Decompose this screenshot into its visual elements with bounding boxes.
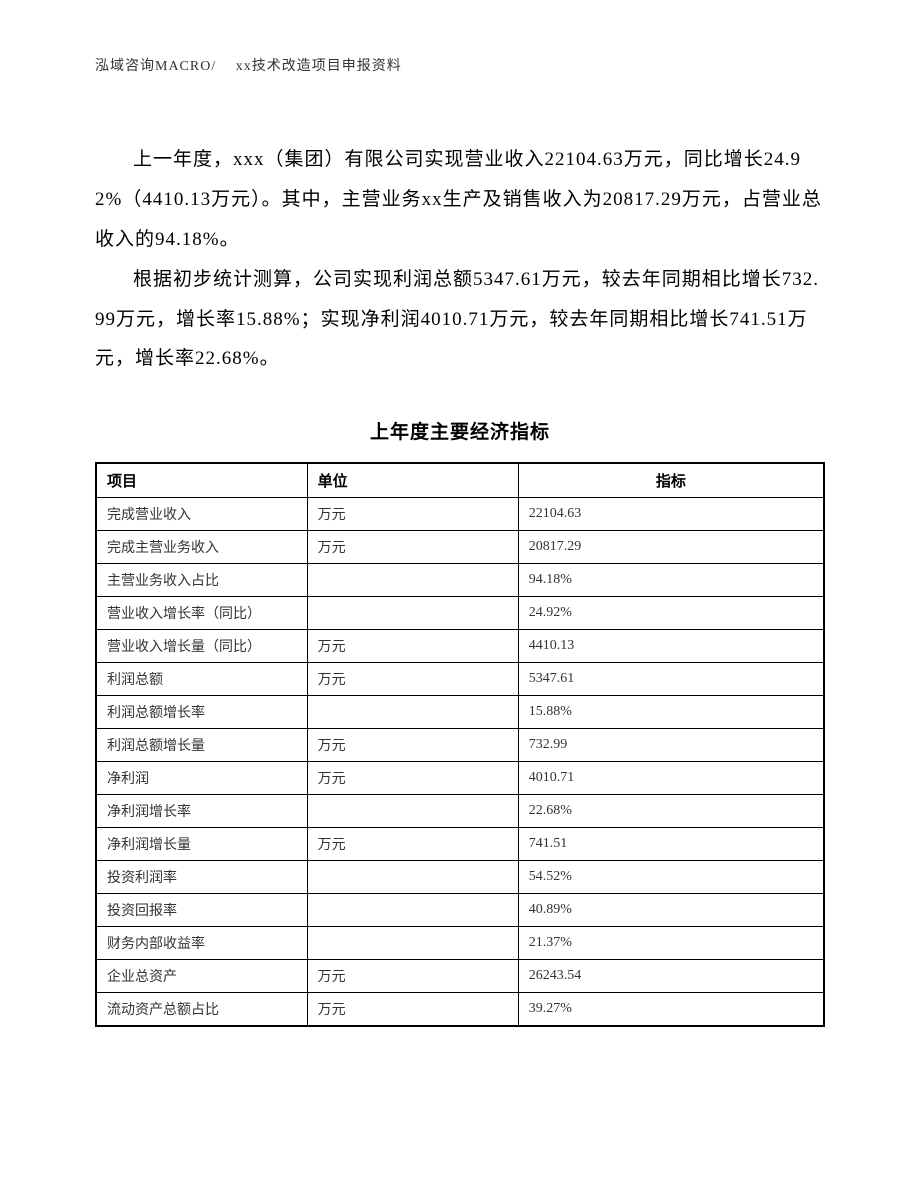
cell-unit: [307, 861, 518, 894]
cell-unit: 万元: [307, 630, 518, 663]
table-row: 营业收入增长率（同比） 24.92%: [96, 597, 824, 630]
cell-unit: [307, 795, 518, 828]
table-row: 营业收入增长量（同比） 万元 4410.13: [96, 630, 824, 663]
cell-unit: 万元: [307, 663, 518, 696]
table-row: 利润总额增长量 万元 732.99: [96, 729, 824, 762]
cell-unit: 万元: [307, 729, 518, 762]
cell-item: 利润总额增长量: [96, 729, 307, 762]
table-row: 利润总额 万元 5347.61: [96, 663, 824, 696]
cell-item: 营业收入增长率（同比）: [96, 597, 307, 630]
table-row: 净利润增长量 万元 741.51: [96, 828, 824, 861]
table-row: 完成营业收入 万元 22104.63: [96, 498, 824, 531]
cell-item: 营业收入增长量（同比）: [96, 630, 307, 663]
column-header-unit: 单位: [307, 463, 518, 498]
cell-unit: [307, 597, 518, 630]
cell-item: 利润总额增长率: [96, 696, 307, 729]
column-header-value: 指标: [518, 463, 824, 498]
cell-value: 20817.29: [518, 531, 824, 564]
table-body: 完成营业收入 万元 22104.63 完成主营业务收入 万元 20817.29 …: [96, 498, 824, 1027]
cell-value: 40.89%: [518, 894, 824, 927]
cell-unit: 万元: [307, 828, 518, 861]
cell-value: 5347.61: [518, 663, 824, 696]
cell-item: 完成营业收入: [96, 498, 307, 531]
cell-item: 投资回报率: [96, 894, 307, 927]
cell-item: 主营业务收入占比: [96, 564, 307, 597]
cell-item: 完成主营业务收入: [96, 531, 307, 564]
cell-unit: [307, 696, 518, 729]
table-row: 流动资产总额占比 万元 39.27%: [96, 993, 824, 1027]
cell-unit: 万元: [307, 762, 518, 795]
cell-unit: [307, 927, 518, 960]
cell-value: 741.51: [518, 828, 824, 861]
cell-unit: [307, 564, 518, 597]
cell-item: 流动资产总额占比: [96, 993, 307, 1027]
cell-unit: 万元: [307, 993, 518, 1027]
column-header-item: 项目: [96, 463, 307, 498]
cell-unit: 万元: [307, 531, 518, 564]
cell-item: 投资利润率: [96, 861, 307, 894]
cell-value: 732.99: [518, 729, 824, 762]
cell-item: 利润总额: [96, 663, 307, 696]
cell-value: 39.27%: [518, 993, 824, 1027]
table-row: 利润总额增长率 15.88%: [96, 696, 824, 729]
cell-value: 22104.63: [518, 498, 824, 531]
document-header: 泓域咨询MACRO/ xx技术改造项目申报资料: [95, 55, 825, 75]
cell-value: 24.92%: [518, 597, 824, 630]
cell-unit: [307, 894, 518, 927]
table-header-row: 项目 单位 指标: [96, 463, 824, 498]
paragraph-2: 根据初步统计测算，公司实现利润总额5347.61万元，较去年同期相比增长732.…: [95, 260, 825, 380]
cell-item: 净利润: [96, 762, 307, 795]
table-row: 净利润 万元 4010.71: [96, 762, 824, 795]
cell-value: 21.37%: [518, 927, 824, 960]
header-text: 泓域咨询MACRO/ xx技术改造项目申报资料: [95, 59, 402, 74]
cell-value: 4410.13: [518, 630, 824, 663]
cell-unit: 万元: [307, 498, 518, 531]
cell-value: 94.18%: [518, 564, 824, 597]
paragraph-1: 上一年度，xxx（集团）有限公司实现营业收入22104.63万元，同比增长24.…: [95, 140, 825, 260]
table-row: 企业总资产 万元 26243.54: [96, 960, 824, 993]
cell-unit: 万元: [307, 960, 518, 993]
economic-indicators-table: 项目 单位 指标 完成营业收入 万元 22104.63 完成主营业务收入 万元 …: [95, 462, 825, 1027]
table-row: 财务内部收益率 21.37%: [96, 927, 824, 960]
cell-value: 15.88%: [518, 696, 824, 729]
table-row: 完成主营业务收入 万元 20817.29: [96, 531, 824, 564]
cell-value: 54.52%: [518, 861, 824, 894]
table-title: 上年度主要经济指标: [95, 417, 825, 444]
cell-value: 22.68%: [518, 795, 824, 828]
table-row: 净利润增长率 22.68%: [96, 795, 824, 828]
cell-value: 4010.71: [518, 762, 824, 795]
cell-value: 26243.54: [518, 960, 824, 993]
cell-item: 财务内部收益率: [96, 927, 307, 960]
cell-item: 净利润增长量: [96, 828, 307, 861]
cell-item: 企业总资产: [96, 960, 307, 993]
table-row: 投资回报率 40.89%: [96, 894, 824, 927]
table-row: 投资利润率 54.52%: [96, 861, 824, 894]
table-row: 主营业务收入占比 94.18%: [96, 564, 824, 597]
cell-item: 净利润增长率: [96, 795, 307, 828]
